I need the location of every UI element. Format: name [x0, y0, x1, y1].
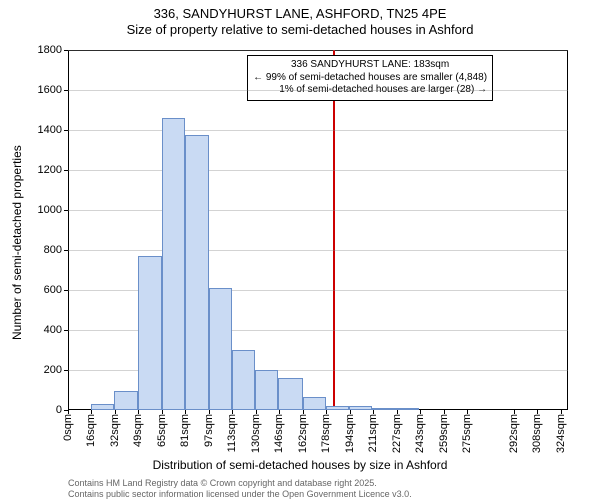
y-tick — [64, 290, 68, 291]
y-tick-label: 1600 — [22, 84, 62, 96]
histogram-bar — [232, 350, 255, 410]
y-tick-label: 1800 — [22, 44, 62, 56]
x-tick-label: 275sqm — [461, 414, 473, 453]
x-tick-label: 81sqm — [179, 414, 191, 447]
y-tick-label: 1400 — [22, 124, 62, 136]
x-tick-label: 113sqm — [226, 414, 238, 452]
x-tick-label: 97sqm — [203, 414, 215, 447]
footnote: Contains HM Land Registry data © Crown c… — [68, 478, 412, 500]
marker-line — [333, 50, 335, 410]
gridline — [68, 210, 568, 211]
x-tick-label: 324sqm — [555, 414, 567, 453]
histogram-bar — [185, 135, 208, 410]
x-tick-label: 227sqm — [391, 414, 403, 453]
x-tick-label: 243sqm — [414, 414, 426, 453]
histogram-bar — [255, 370, 278, 410]
x-axis-label: Distribution of semi-detached houses by … — [0, 458, 600, 472]
x-tick-label: 49sqm — [132, 414, 144, 447]
title-address: 336, SANDYHURST LANE, ASHFORD, TN25 4PE — [0, 6, 600, 22]
histogram-bar — [114, 391, 137, 410]
histogram-bar — [91, 404, 114, 410]
y-tick — [64, 130, 68, 131]
gridline — [68, 50, 568, 51]
y-tick — [64, 90, 68, 91]
x-tick-label: 16sqm — [85, 414, 97, 447]
y-tick — [64, 210, 68, 211]
x-tick-label: 178sqm — [320, 414, 332, 453]
chart-container: 336, SANDYHURST LANE, ASHFORD, TN25 4PE … — [0, 0, 600, 500]
histogram-bar — [209, 288, 232, 410]
y-tick — [64, 50, 68, 51]
gridline — [68, 250, 568, 251]
title-subtitle: Size of property relative to semi-detach… — [0, 22, 600, 38]
gridline — [68, 90, 568, 91]
histogram-bar — [372, 408, 395, 410]
plot-area: 336 SANDYHURST LANE: 183sqm ← 99% of sem… — [68, 50, 568, 410]
x-tick-label: 194sqm — [344, 414, 356, 453]
annotation-line2: ← 99% of semi-detached houses are smalle… — [253, 72, 487, 85]
x-tick-label: 32sqm — [109, 414, 121, 447]
y-tick-label: 1200 — [22, 164, 62, 176]
gridline — [68, 170, 568, 171]
chart-title: 336, SANDYHURST LANE, ASHFORD, TN25 4PE … — [0, 0, 600, 39]
footnote-line1: Contains HM Land Registry data © Crown c… — [68, 478, 412, 489]
x-tick-label: 308sqm — [531, 414, 543, 453]
histogram-bar — [395, 408, 418, 410]
histogram-bar — [303, 397, 326, 410]
y-tick-label: 200 — [22, 364, 62, 376]
x-tick-label: 211sqm — [367, 414, 379, 452]
y-axis-line — [68, 50, 69, 410]
y-tick — [64, 330, 68, 331]
y-tick-label: 800 — [22, 244, 62, 256]
x-tick-label: 162sqm — [297, 414, 309, 453]
y-tick-label: 1000 — [22, 204, 62, 216]
y-tick — [64, 250, 68, 251]
histogram-bar — [278, 378, 303, 410]
x-tick-label: 65sqm — [156, 414, 168, 447]
y-tick — [64, 170, 68, 171]
x-tick-label: 130sqm — [250, 414, 262, 453]
right-axis-line — [567, 50, 568, 410]
histogram-bar — [326, 406, 349, 410]
gridline — [68, 130, 568, 131]
histogram-bar — [162, 118, 185, 410]
x-tick-label: 0sqm — [62, 414, 74, 441]
y-tick-label: 600 — [22, 284, 62, 296]
annotation-line1: 336 SANDYHURST LANE: 183sqm — [253, 59, 487, 72]
y-tick-label: 0 — [22, 404, 62, 416]
x-tick-label: 292sqm — [508, 414, 520, 453]
annotation-box: 336 SANDYHURST LANE: 183sqm ← 99% of sem… — [247, 55, 493, 101]
histogram-bar — [349, 406, 372, 410]
y-tick-label: 400 — [22, 324, 62, 336]
x-tick-label: 146sqm — [273, 414, 285, 453]
x-tick-label: 259sqm — [438, 414, 450, 453]
footnote-line2: Contains public sector information licen… — [68, 489, 412, 500]
y-tick — [64, 370, 68, 371]
histogram-bar — [138, 256, 163, 410]
